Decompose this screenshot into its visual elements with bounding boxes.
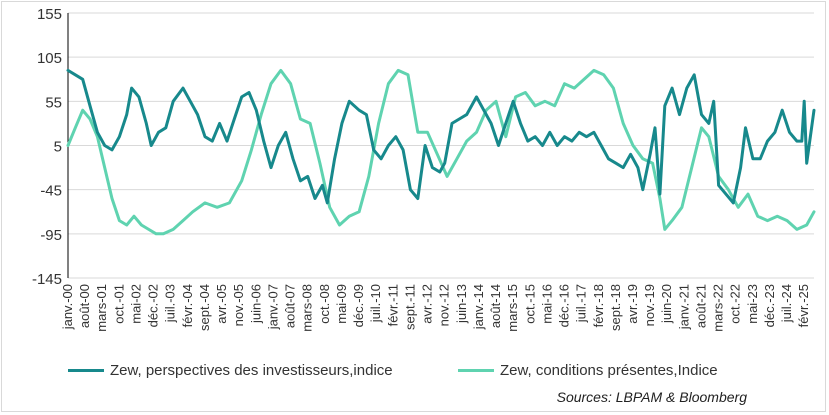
legend-label-conditions: Zew, conditions présentes,Indice bbox=[500, 362, 718, 379]
y-tick-label: -145 bbox=[32, 271, 62, 288]
x-tick-label: mai-23 bbox=[745, 284, 760, 324]
x-tick-label: déc.-02 bbox=[146, 284, 161, 327]
x-tick-label: oct.-22 bbox=[728, 284, 743, 324]
gridlines bbox=[68, 12, 814, 279]
x-tick-label: mars-15 bbox=[505, 284, 520, 332]
x-tick-label: janv.-00 bbox=[60, 284, 75, 330]
x-tick-label: avr.-19 bbox=[625, 284, 640, 324]
y-tick-label: 105 bbox=[37, 50, 62, 67]
x-tick-label: août-21 bbox=[693, 284, 708, 328]
x-tick-label: janv.-07 bbox=[265, 284, 280, 330]
series-line-perspectives bbox=[66, 68, 816, 205]
x-tick-label: mai-09 bbox=[334, 284, 349, 324]
x-tick-label: oct.-08 bbox=[317, 284, 332, 324]
x-tick-label: déc.-16 bbox=[557, 284, 572, 327]
x-tick-label: oct.-15 bbox=[522, 284, 537, 324]
x-tick-label: sept.-11 bbox=[402, 284, 417, 330]
legend-swatch-conditions bbox=[458, 369, 494, 372]
x-tick-label: janv.-21 bbox=[676, 284, 691, 330]
x-tick-label: nov.-05 bbox=[231, 284, 246, 326]
x-tick-label: déc.-09 bbox=[351, 284, 366, 327]
x-tick-label: juin-06 bbox=[248, 284, 263, 324]
x-tick-label: août-07 bbox=[283, 284, 298, 328]
legend-label-perspectives: Zew, perspectives des investisseurs,indi… bbox=[110, 362, 393, 379]
x-tick-label: juil.-24 bbox=[779, 284, 794, 323]
x-tick-label: févr.-11 bbox=[385, 284, 400, 326]
legend-swatch-perspectives bbox=[68, 369, 104, 372]
x-tick-label: déc.-23 bbox=[762, 284, 777, 327]
x-tick-label: juil.-03 bbox=[163, 284, 178, 323]
x-tick-label: août-00 bbox=[77, 284, 92, 328]
x-tick-label: mai-16 bbox=[539, 284, 554, 324]
x-tick-label: févr.-18 bbox=[591, 284, 606, 327]
series-line-conditions bbox=[66, 68, 816, 236]
x-tick-label: sept.-04 bbox=[197, 284, 212, 331]
x-tick-label: mai-02 bbox=[128, 284, 143, 324]
x-tick-label: juin-13 bbox=[454, 284, 469, 324]
x-tick-label: oct.-01 bbox=[111, 284, 126, 324]
x-tick-label: avr.-12 bbox=[420, 284, 435, 324]
x-tick-label: août-14 bbox=[488, 284, 503, 328]
legend-item-conditions: Zew, conditions présentes,Indice bbox=[458, 362, 718, 379]
source-note: Sources: LBPAM & Bloomberg bbox=[556, 389, 747, 405]
x-tick-label: juil.-17 bbox=[574, 284, 589, 323]
series-lines bbox=[66, 68, 816, 236]
x-tick-label: juin-20 bbox=[659, 284, 674, 324]
x-tick-label: févr.-04 bbox=[180, 284, 195, 327]
x-tick-label: nov.-12 bbox=[437, 284, 452, 326]
y-tick-label: 5 bbox=[54, 139, 62, 156]
y-tick-label: -45 bbox=[40, 183, 62, 200]
x-tick-label: sept.-18 bbox=[608, 284, 623, 331]
x-tick-label: févr.-25 bbox=[796, 284, 811, 327]
x-tick-label: nov.-19 bbox=[642, 284, 657, 326]
x-tick-label: avr.-05 bbox=[214, 284, 229, 324]
x-axis-ticks: janv.-00 août-00 mars-01 oct.-01 mai-02 déc.-… bbox=[60, 284, 811, 332]
x-tick-label: mars-01 bbox=[94, 284, 109, 332]
y-tick-label: 55 bbox=[45, 94, 62, 111]
x-tick-label: janv.-14 bbox=[471, 284, 486, 330]
legend-item-perspectives: Zew, perspectives des investisseurs,indi… bbox=[68, 362, 393, 379]
y-tick-label: 155 bbox=[37, 6, 62, 23]
x-tick-label: juil.-10 bbox=[368, 284, 383, 323]
y-tick-label: -95 bbox=[40, 227, 62, 244]
x-tick-label: mars-22 bbox=[711, 284, 726, 332]
x-tick-label: mars-08 bbox=[300, 284, 315, 332]
